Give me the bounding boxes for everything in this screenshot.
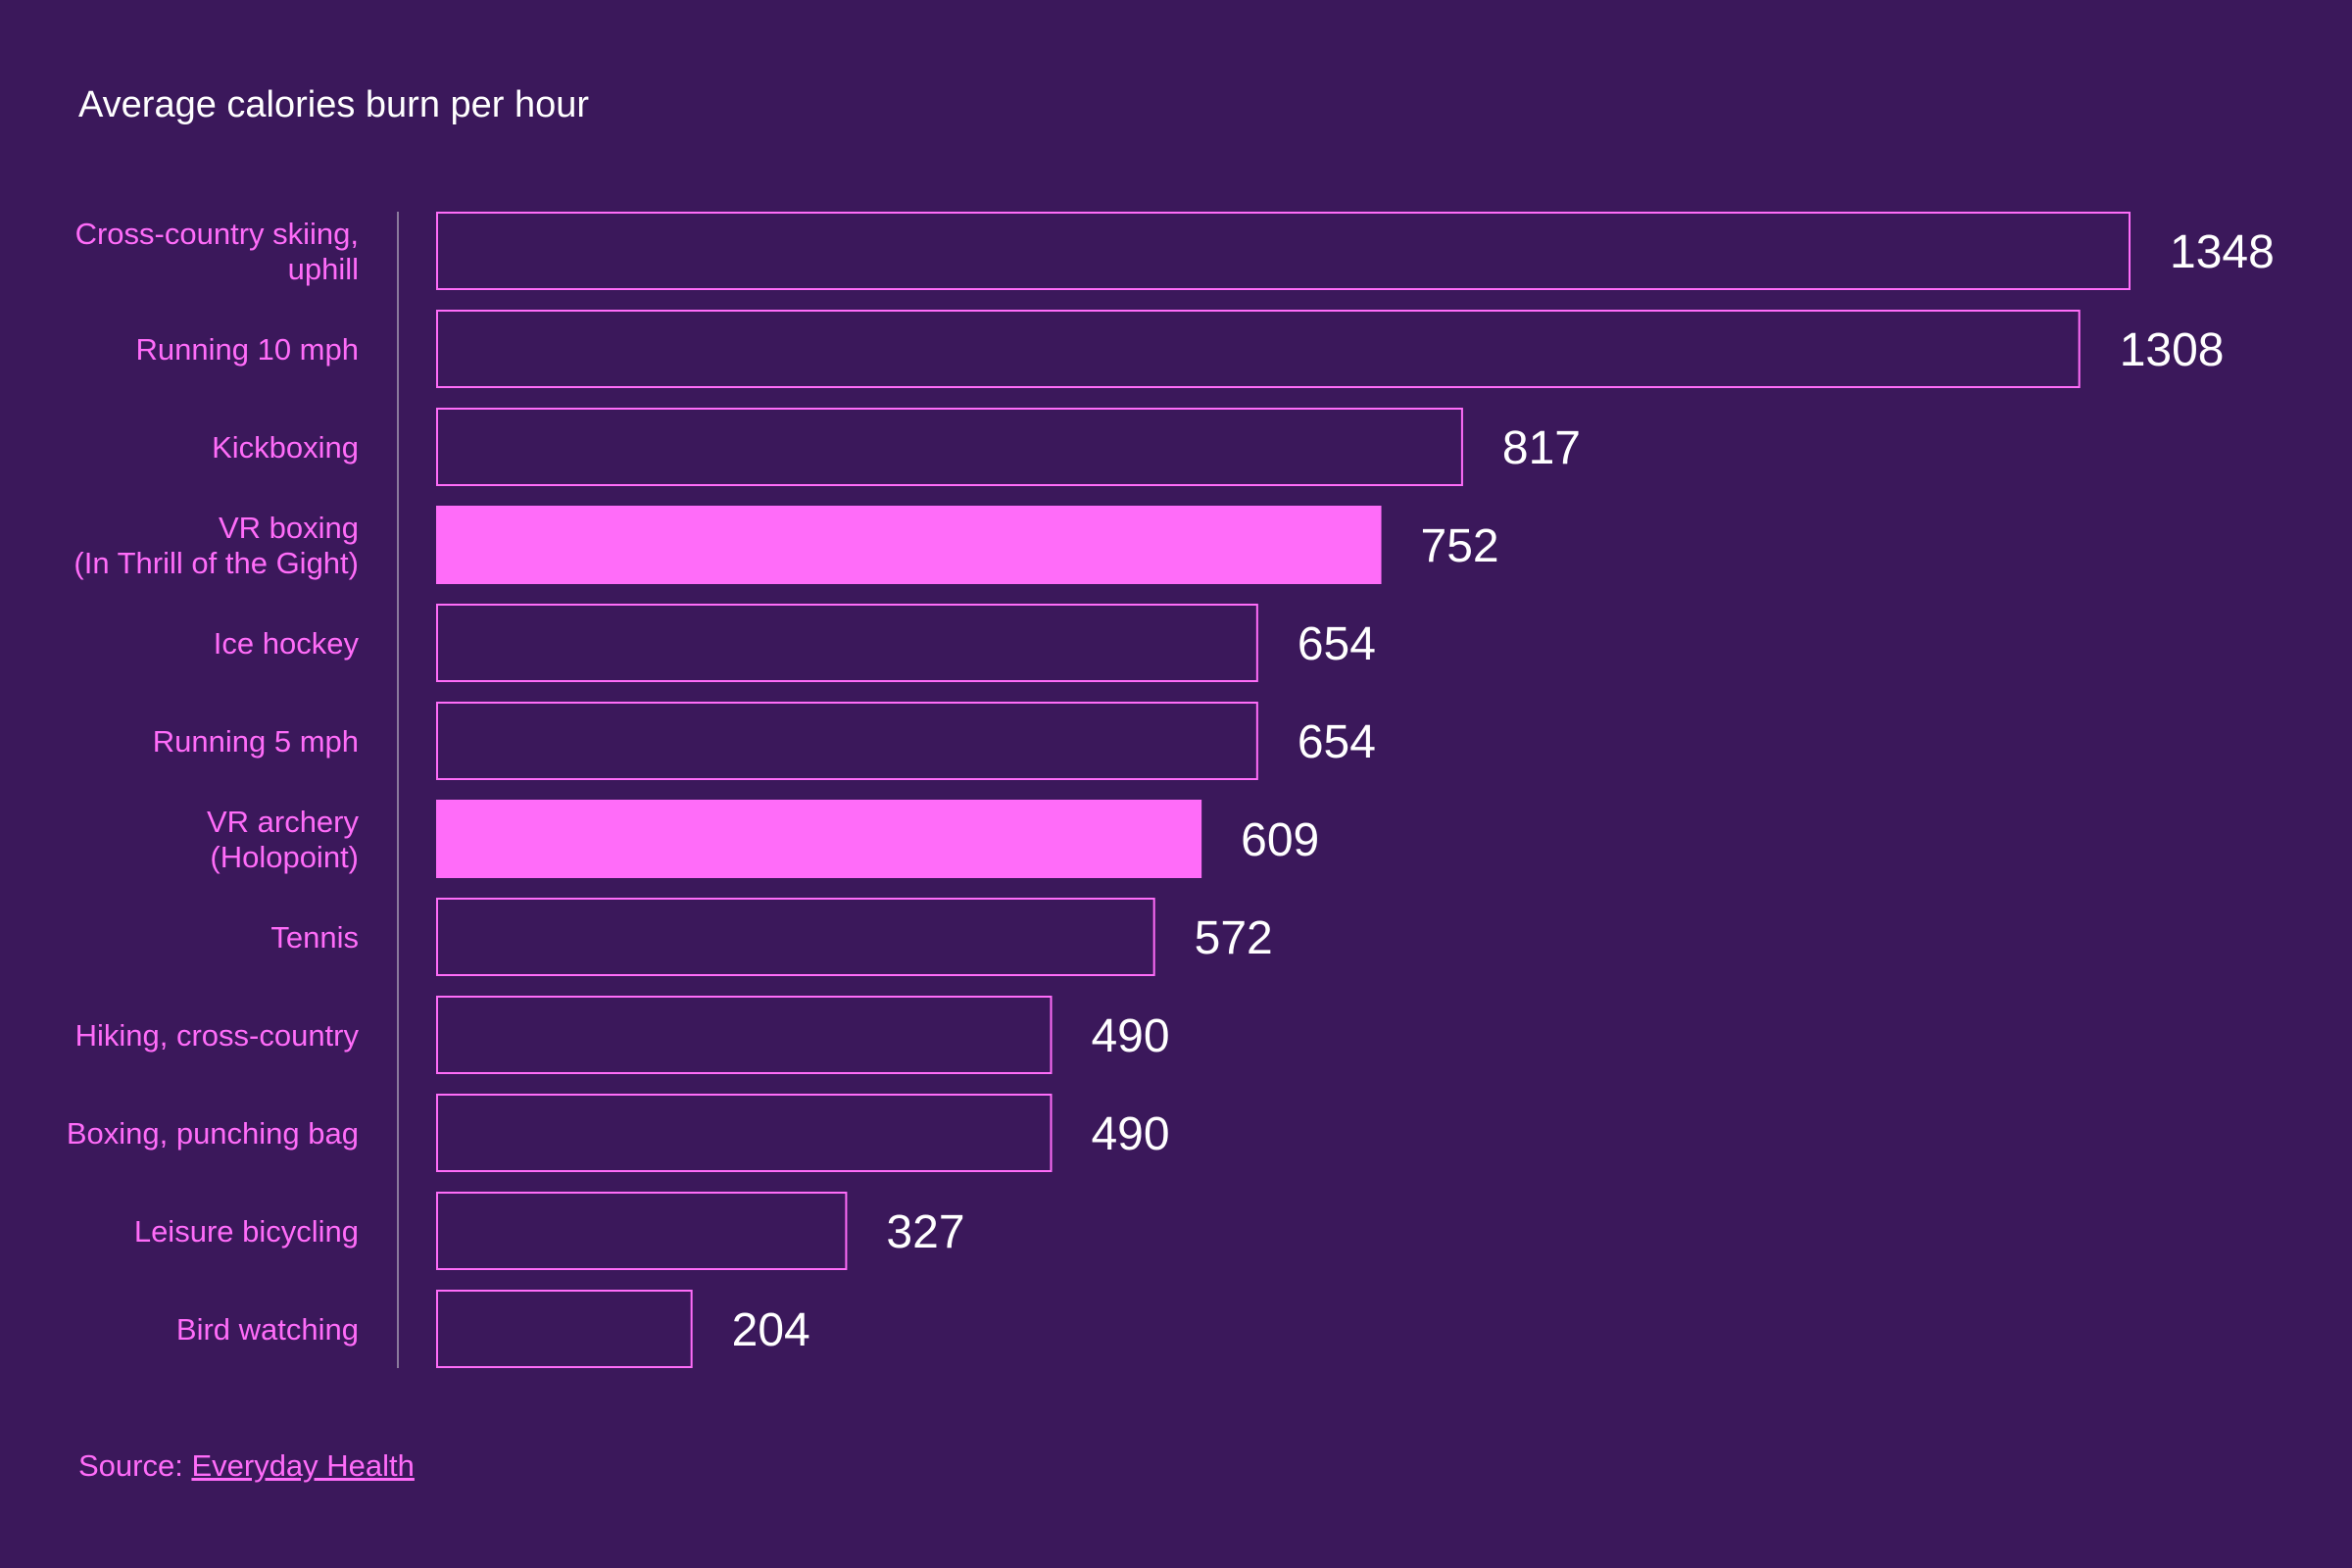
data-label: 1308: [2120, 324, 2225, 376]
category-label-line: Boxing, punching bag: [67, 1116, 359, 1151]
category-label: Hiking, cross-country: [75, 1018, 360, 1053]
category-label: Running 5 mph: [153, 724, 359, 759]
category-label-line: Running 10 mph: [136, 332, 360, 367]
bar: [436, 408, 1463, 486]
bar: [436, 702, 1258, 780]
category-label-line: VR boxing: [219, 511, 359, 545]
data-label: 204: [732, 1304, 810, 1356]
data-label: 817: [1502, 422, 1581, 474]
bar: [436, 212, 2131, 290]
data-label: 752: [1421, 520, 1499, 572]
data-label: 1348: [2170, 226, 2275, 278]
category-label-line: Kickboxing: [212, 430, 359, 465]
bar: [436, 996, 1053, 1074]
category-label: VR boxing (In Thrill of the Gight): [74, 511, 359, 580]
category-label: Leisure bicycling: [134, 1214, 359, 1249]
data-label: 327: [886, 1206, 964, 1258]
data-label: 490: [1091, 1010, 1169, 1062]
category-label-line: VR archery: [207, 805, 360, 839]
category-label-line: Cross-country skiing,: [75, 217, 359, 251]
category-label-line: Running 5 mph: [153, 724, 359, 759]
category-label: Kickboxing: [212, 430, 359, 465]
category-label: Bird watching: [176, 1312, 359, 1347]
data-label: 490: [1091, 1108, 1169, 1160]
bar: [436, 1290, 693, 1368]
category-label-line: Hiking, cross-country: [75, 1018, 360, 1053]
category-label: Tennis: [270, 920, 359, 955]
source-prefix: Source:: [78, 1448, 192, 1483]
bar: [436, 1094, 1053, 1172]
bar: [436, 800, 1202, 878]
source-link[interactable]: Everyday Health: [191, 1448, 415, 1483]
category-label: Boxing, punching bag: [67, 1116, 359, 1151]
category-label: Ice hockey: [214, 626, 360, 661]
chart-title: Average calories burn per hour: [78, 84, 590, 125]
bar: [436, 310, 2081, 388]
data-label: 609: [1241, 814, 1319, 866]
data-label: 654: [1298, 716, 1376, 768]
category-label-line: Tennis: [270, 920, 359, 955]
bar: [436, 1192, 848, 1270]
category-label-line: uphill: [288, 252, 359, 286]
bar: [436, 604, 1258, 682]
data-label: 654: [1298, 618, 1376, 670]
category-label-line: (Holopoint): [210, 840, 359, 874]
bar: [436, 506, 1382, 584]
category-label: VR archery (Holopoint): [207, 805, 360, 874]
category-label: Running 10 mph: [136, 332, 360, 367]
data-label: 572: [1195, 912, 1273, 964]
category-label-line: Ice hockey: [214, 626, 360, 661]
category-label: Cross-country skiing, uphill: [75, 217, 359, 286]
category-label-line: (In Thrill of the Gight): [74, 546, 359, 580]
source-note: Source: Everyday Health: [78, 1448, 415, 1484]
category-label-line: Leisure bicycling: [134, 1214, 359, 1249]
bar: [436, 898, 1155, 976]
category-label-line: Bird watching: [176, 1312, 359, 1347]
